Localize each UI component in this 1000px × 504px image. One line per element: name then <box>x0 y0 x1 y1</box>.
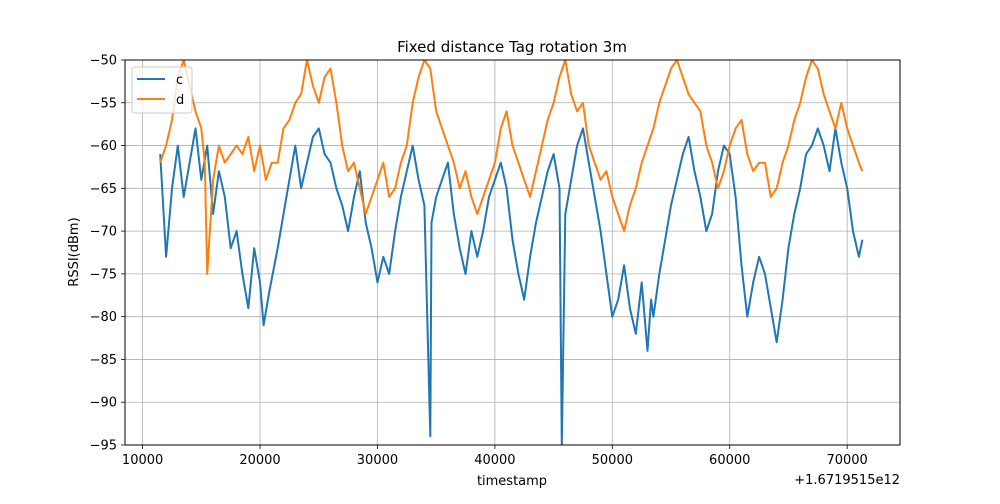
y-tick-label: −80 <box>90 310 117 325</box>
chart-title: Fixed distance Tag rotation 3m <box>397 38 627 56</box>
x-axis-offset-label: +1.6719515e12 <box>794 473 900 488</box>
legend: cd <box>131 66 193 114</box>
x-tick-label: 20000 <box>239 453 280 468</box>
y-axis-ticks: −95 −90 −85 −80 −75 −70 −65 −60 −55 −50 <box>90 54 125 454</box>
series-line-c <box>159 127 864 445</box>
series-line-d <box>159 60 864 275</box>
y-tick-label: −60 <box>90 139 117 154</box>
x-tick-label: 40000 <box>474 453 515 468</box>
x-tick-label: 70000 <box>826 453 867 468</box>
y-tick-label: −95 <box>90 439 117 454</box>
x-tick-label: 50000 <box>592 453 633 468</box>
x-tick-label: 10000 <box>122 453 163 468</box>
legend-label-d: d <box>176 93 184 108</box>
plot-area-data <box>159 60 864 445</box>
x-tick-label: 60000 <box>709 453 750 468</box>
y-tick-label: −65 <box>90 182 117 197</box>
x-axis-ticks: 10000 20000 30000 40000 50000 60000 70000 <box>122 445 868 468</box>
x-tick-label: 30000 <box>357 453 398 468</box>
y-tick-label: −75 <box>90 267 117 282</box>
y-axis-label: RSSI(dBm) <box>67 217 82 286</box>
y-tick-label: −85 <box>90 353 117 368</box>
plot-frame <box>124 59 901 446</box>
y-tick-label: −70 <box>90 225 117 240</box>
legend-label-c: c <box>176 73 183 88</box>
y-tick-label: −90 <box>90 396 117 411</box>
y-tick-label: −50 <box>90 54 117 69</box>
y-tick-label: −55 <box>90 96 117 111</box>
x-axis-label: timestamp <box>477 474 547 489</box>
